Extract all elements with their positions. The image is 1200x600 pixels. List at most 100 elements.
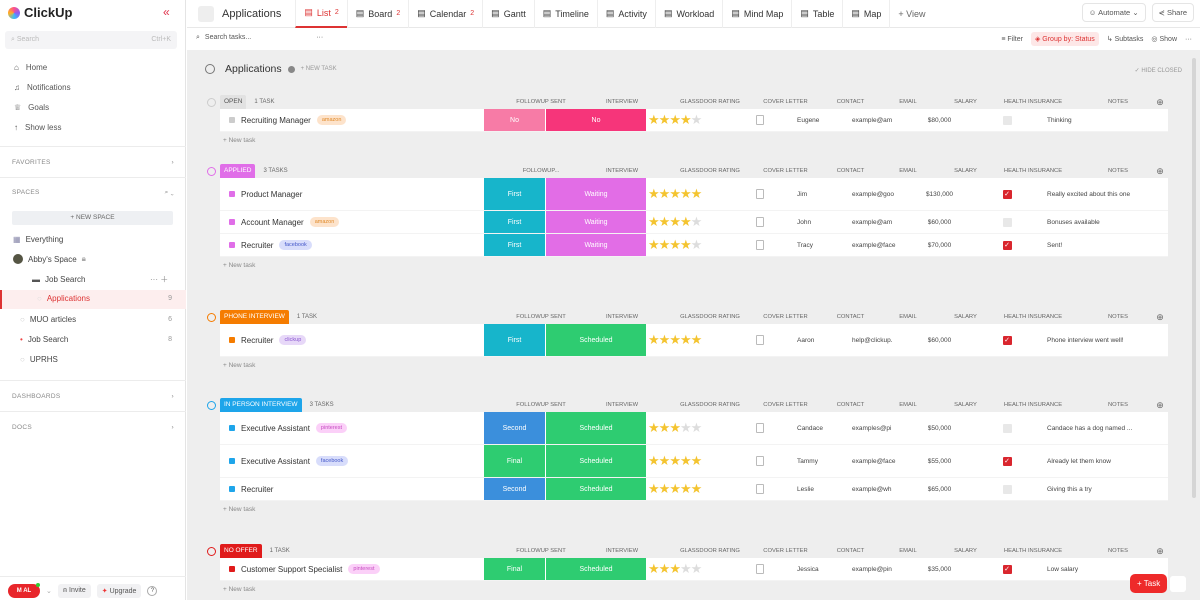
- star-icon[interactable]: ★: [679, 112, 692, 127]
- contact-cell[interactable]: Aaron: [797, 336, 815, 344]
- dashboards-section[interactable]: DASHBOARDS ›: [12, 393, 174, 400]
- health-insurance-cell[interactable]: ✓: [967, 324, 1047, 356]
- collapse-list-icon[interactable]: [205, 64, 215, 74]
- column-header[interactable]: GLASSDOOR RATING: [680, 548, 740, 554]
- nav-show-less[interactable]: ↑ Show less: [14, 123, 61, 132]
- collapse-group-icon[interactable]: [207, 166, 216, 176]
- upgrade-button[interactable]: ✦ Upgrade: [96, 584, 142, 598]
- search-chevron-icon[interactable]: ⌕ ⌄: [164, 189, 174, 196]
- star-icon[interactable]: ★: [679, 453, 692, 468]
- column-header[interactable]: COVER LETTER: [763, 168, 808, 174]
- column-header[interactable]: COVER LETTER: [763, 548, 808, 554]
- health-insurance-cell[interactable]: ✓: [967, 558, 1047, 580]
- column-header[interactable]: NOTES: [1108, 168, 1128, 174]
- table-row[interactable]: Recruiter clickup First Scheduled ★ ★ ★ ★ ★ Aaron…: [220, 324, 1168, 357]
- column-header[interactable]: HEALTH INSURANCE: [1003, 314, 1063, 320]
- star-icon[interactable]: ★: [648, 420, 660, 435]
- glassdoor-rating[interactable]: ★ ★ ★ ★ ★: [646, 324, 722, 356]
- tab-mind-map[interactable]: ▤ Mind Map: [722, 0, 791, 28]
- column-header[interactable]: COVER LETTER: [763, 314, 808, 320]
- status-square-icon[interactable]: [229, 425, 235, 431]
- cover-letter-cell[interactable]: [722, 211, 797, 233]
- star-icon[interactable]: ★: [669, 481, 681, 496]
- task-name[interactable]: Recruiter: [241, 335, 274, 345]
- salary-cell[interactable]: $130,000: [925, 190, 954, 198]
- interview-cell[interactable]: Scheduled: [546, 445, 646, 477]
- task-name[interactable]: Customer Support Specialist: [241, 564, 343, 574]
- column-header[interactable]: CONTACT: [836, 314, 865, 320]
- info-icon[interactable]: [287, 65, 295, 73]
- column-header[interactable]: GLASSDOOR RATING: [680, 314, 740, 320]
- table-row[interactable]: Customer Support Specialist pinterest Fina…: [220, 558, 1168, 581]
- star-icon[interactable]: ★: [658, 481, 671, 496]
- notes-cell[interactable]: Bonuses available: [1047, 218, 1100, 226]
- column-header[interactable]: SALARY: [954, 548, 977, 554]
- followup-sent-cell[interactable]: Second: [484, 412, 546, 444]
- notes-cell[interactable]: Phone interview went well!: [1047, 336, 1124, 344]
- collapse-group-icon[interactable]: [207, 312, 216, 322]
- interview-cell[interactable]: Scheduled: [546, 412, 646, 444]
- star-icon[interactable]: ★: [658, 453, 671, 468]
- search-tasks-input[interactable]: ⌕ Search tasks... ···: [196, 34, 323, 42]
- contact-cell[interactable]: Tracy: [797, 241, 814, 249]
- column-header[interactable]: FOLLOWUP SENT: [516, 314, 566, 320]
- tab-list[interactable]: ▤ List 2: [295, 0, 347, 28]
- health-insurance-cell[interactable]: [967, 109, 1047, 131]
- new-space-button[interactable]: + NEW SPACE: [12, 211, 173, 225]
- column-header[interactable]: COVER LETTER: [763, 99, 808, 105]
- tag-clickup[interactable]: clickup: [279, 335, 307, 345]
- task-name-cell[interactable]: Product Manager: [220, 178, 484, 210]
- followup-sent-cell[interactable]: No: [484, 109, 546, 131]
- star-icon[interactable]: ★: [669, 112, 681, 127]
- health-insurance-cell[interactable]: [967, 478, 1047, 500]
- glassdoor-rating[interactable]: ★ ★ ★ ★ ★: [646, 558, 722, 580]
- star-icon[interactable]: ★: [658, 332, 671, 347]
- new-task-link[interactable]: + New task: [223, 362, 256, 369]
- email-cell[interactable]: example@pin: [852, 565, 892, 573]
- cover-letter-cell[interactable]: [722, 178, 797, 210]
- star-icon[interactable]: ★: [658, 420, 671, 435]
- followup-sent-cell[interactable]: First: [484, 234, 546, 256]
- table-row[interactable]: Recruiter Second Scheduled ★ ★ ★ ★ ★ Leslie examp…: [220, 478, 1168, 501]
- share-button[interactable]: ⋞ Share: [1151, 3, 1194, 22]
- filter-button[interactable]: ≡ Filter: [1001, 35, 1023, 43]
- column-header[interactable]: NOTES: [1108, 402, 1128, 408]
- star-icon[interactable]: ★: [679, 237, 692, 252]
- column-header[interactable]: GLASSDOOR RATING: [680, 99, 740, 105]
- collapse-sidebar-icon[interactable]: «: [163, 5, 170, 19]
- sidebar-item-space[interactable]: Abby's Space 🔒︎: [13, 254, 86, 264]
- task-name-cell[interactable]: Recruiter facebook: [220, 234, 484, 256]
- health-insurance-checkbox[interactable]: [1002, 484, 1012, 494]
- email-cell[interactable]: example@face: [852, 241, 896, 249]
- email-cell[interactable]: example@am: [852, 218, 893, 226]
- help-icon[interactable]: ?: [147, 586, 158, 596]
- table-row[interactable]: Executive Assistant pinterest Second Schedu…: [220, 412, 1168, 445]
- column-header[interactable]: HEALTH INSURANCE: [1003, 548, 1063, 554]
- collapse-group-icon[interactable]: [207, 97, 216, 107]
- table-row[interactable]: Recruiter facebook First Waiting ★ ★ ★ ★ ★ Tracy e…: [220, 234, 1168, 257]
- star-icon[interactable]: ★: [658, 112, 671, 127]
- tab-workload[interactable]: ▤ Workload: [654, 0, 722, 28]
- interview-cell[interactable]: Scheduled: [546, 478, 646, 500]
- new-task-link[interactable]: + New task: [223, 137, 256, 144]
- star-icon[interactable]: ★: [679, 332, 692, 347]
- column-header[interactable]: NOTES: [1108, 548, 1128, 554]
- new-task-link[interactable]: + New task: [223, 506, 256, 513]
- column-header[interactable]: SALARY: [954, 402, 977, 408]
- star-icon[interactable]: ★: [690, 420, 703, 435]
- star-icon[interactable]: ★: [690, 453, 703, 468]
- notes-cell[interactable]: Giving this a try: [1047, 485, 1092, 493]
- group-by-button[interactable]: ◈ Group by: Status: [1030, 32, 1099, 46]
- contact-cell[interactable]: Jim: [797, 190, 808, 198]
- star-icon[interactable]: ★: [658, 561, 671, 576]
- glassdoor-rating[interactable]: ★ ★ ★ ★ ★: [646, 211, 722, 233]
- followup-sent-cell[interactable]: Final: [484, 558, 546, 580]
- add-column-icon[interactable]: ⊕: [1156, 400, 1164, 410]
- collapse-group-icon[interactable]: [207, 400, 216, 410]
- star-icon[interactable]: ★: [690, 112, 703, 127]
- glassdoor-rating[interactable]: ★ ★ ★ ★ ★: [646, 445, 722, 477]
- show-button[interactable]: ◎ Show: [1151, 36, 1177, 43]
- cover-letter-cell[interactable]: [722, 109, 797, 131]
- health-insurance-checkbox[interactable]: ✓: [1002, 456, 1012, 466]
- cover-letter-cell[interactable]: [722, 445, 797, 477]
